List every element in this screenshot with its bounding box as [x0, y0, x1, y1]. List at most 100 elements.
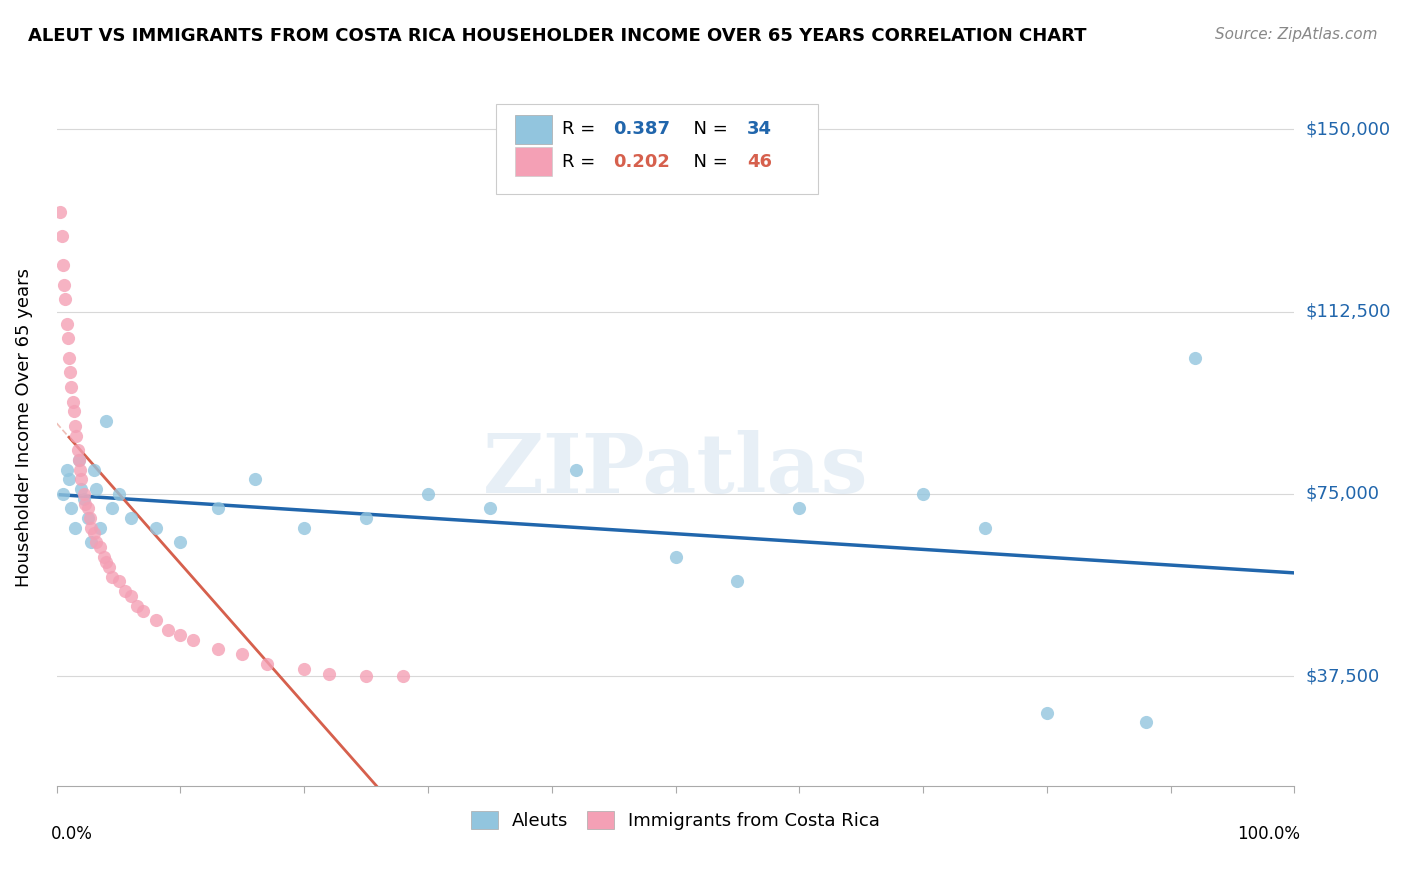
- Text: 34: 34: [748, 120, 772, 138]
- Point: [60, 501, 83, 516]
- Point: [66, 443, 89, 458]
- Text: ALEUT VS IMMIGRANTS FROM COSTA RICA HOUSEHOLDER INCOME OVER 65 YEARS CORRELATION: ALEUT VS IMMIGRANTS FROM COSTA RICA HOUS…: [28, 27, 1087, 45]
- Point: [67, 453, 90, 467]
- Point: [1036, 706, 1059, 720]
- Text: 0.387: 0.387: [613, 120, 671, 138]
- Point: [169, 535, 191, 549]
- Point: [478, 501, 501, 516]
- Point: [318, 666, 340, 681]
- Y-axis label: Householder Income Over 65 years: Householder Income Over 65 years: [15, 268, 32, 587]
- Text: R =: R =: [561, 153, 600, 170]
- Point: [59, 365, 82, 379]
- Text: $112,500: $112,500: [1306, 302, 1391, 320]
- Point: [125, 599, 148, 613]
- Point: [55, 317, 77, 331]
- Point: [207, 501, 229, 516]
- FancyBboxPatch shape: [515, 147, 551, 176]
- Point: [53, 277, 76, 292]
- Legend: Aleuts, Immigrants from Costa Rica: Aleuts, Immigrants from Costa Rica: [464, 804, 887, 838]
- Point: [73, 491, 96, 506]
- Point: [787, 501, 810, 516]
- Point: [63, 404, 86, 418]
- Text: $150,000: $150,000: [1306, 120, 1391, 138]
- Point: [73, 487, 96, 501]
- Point: [256, 657, 278, 671]
- Point: [94, 555, 117, 569]
- Point: [62, 394, 84, 409]
- Point: [84, 535, 107, 549]
- Point: [70, 482, 93, 496]
- Text: 0.0%: 0.0%: [51, 825, 93, 843]
- Point: [107, 574, 129, 589]
- Point: [76, 501, 98, 516]
- Point: [75, 497, 97, 511]
- Point: [1184, 351, 1206, 365]
- Text: Source: ZipAtlas.com: Source: ZipAtlas.com: [1215, 27, 1378, 42]
- Point: [664, 550, 686, 565]
- Point: [60, 380, 83, 394]
- Point: [169, 628, 191, 642]
- Text: ZIPatlas: ZIPatlas: [482, 430, 869, 510]
- Point: [145, 521, 167, 535]
- Point: [354, 669, 377, 683]
- Point: [89, 521, 111, 535]
- Text: 0.202: 0.202: [613, 153, 671, 170]
- Point: [51, 229, 73, 244]
- Point: [63, 521, 86, 535]
- Point: [80, 535, 103, 549]
- Point: [97, 559, 120, 574]
- Point: [80, 521, 103, 535]
- Point: [101, 569, 124, 583]
- Point: [565, 462, 588, 476]
- Point: [101, 501, 124, 516]
- Point: [145, 613, 167, 627]
- Point: [243, 472, 266, 486]
- FancyBboxPatch shape: [496, 104, 818, 194]
- Point: [63, 418, 86, 433]
- Point: [392, 669, 415, 683]
- Point: [231, 648, 253, 662]
- Point: [58, 351, 80, 365]
- Point: [120, 511, 142, 525]
- Point: [725, 574, 748, 589]
- Point: [83, 525, 105, 540]
- Point: [70, 472, 93, 486]
- Point: [292, 521, 315, 535]
- Point: [69, 462, 91, 476]
- Point: [49, 205, 72, 219]
- Point: [416, 487, 439, 501]
- Point: [94, 414, 117, 428]
- Text: N =: N =: [682, 153, 733, 170]
- Point: [912, 487, 935, 501]
- Text: N =: N =: [682, 120, 733, 138]
- Point: [292, 662, 315, 676]
- Point: [79, 511, 101, 525]
- Point: [52, 487, 75, 501]
- Point: [56, 331, 79, 345]
- Point: [93, 550, 115, 565]
- Text: 46: 46: [748, 153, 772, 170]
- Point: [974, 521, 997, 535]
- Point: [52, 259, 75, 273]
- Point: [114, 584, 136, 599]
- Point: [53, 293, 76, 307]
- Text: R =: R =: [561, 120, 600, 138]
- Point: [120, 589, 142, 603]
- Point: [84, 482, 107, 496]
- Text: $37,500: $37,500: [1306, 667, 1379, 685]
- Point: [354, 511, 377, 525]
- Point: [76, 511, 98, 525]
- Text: 100.0%: 100.0%: [1237, 825, 1301, 843]
- Point: [132, 603, 155, 617]
- Point: [67, 453, 90, 467]
- Point: [65, 428, 87, 442]
- Point: [107, 487, 129, 501]
- Point: [181, 632, 204, 647]
- FancyBboxPatch shape: [515, 115, 551, 144]
- Point: [55, 462, 77, 476]
- Point: [156, 623, 179, 637]
- Point: [89, 541, 111, 555]
- Text: $75,000: $75,000: [1306, 485, 1379, 503]
- Point: [1135, 715, 1157, 730]
- Point: [207, 642, 229, 657]
